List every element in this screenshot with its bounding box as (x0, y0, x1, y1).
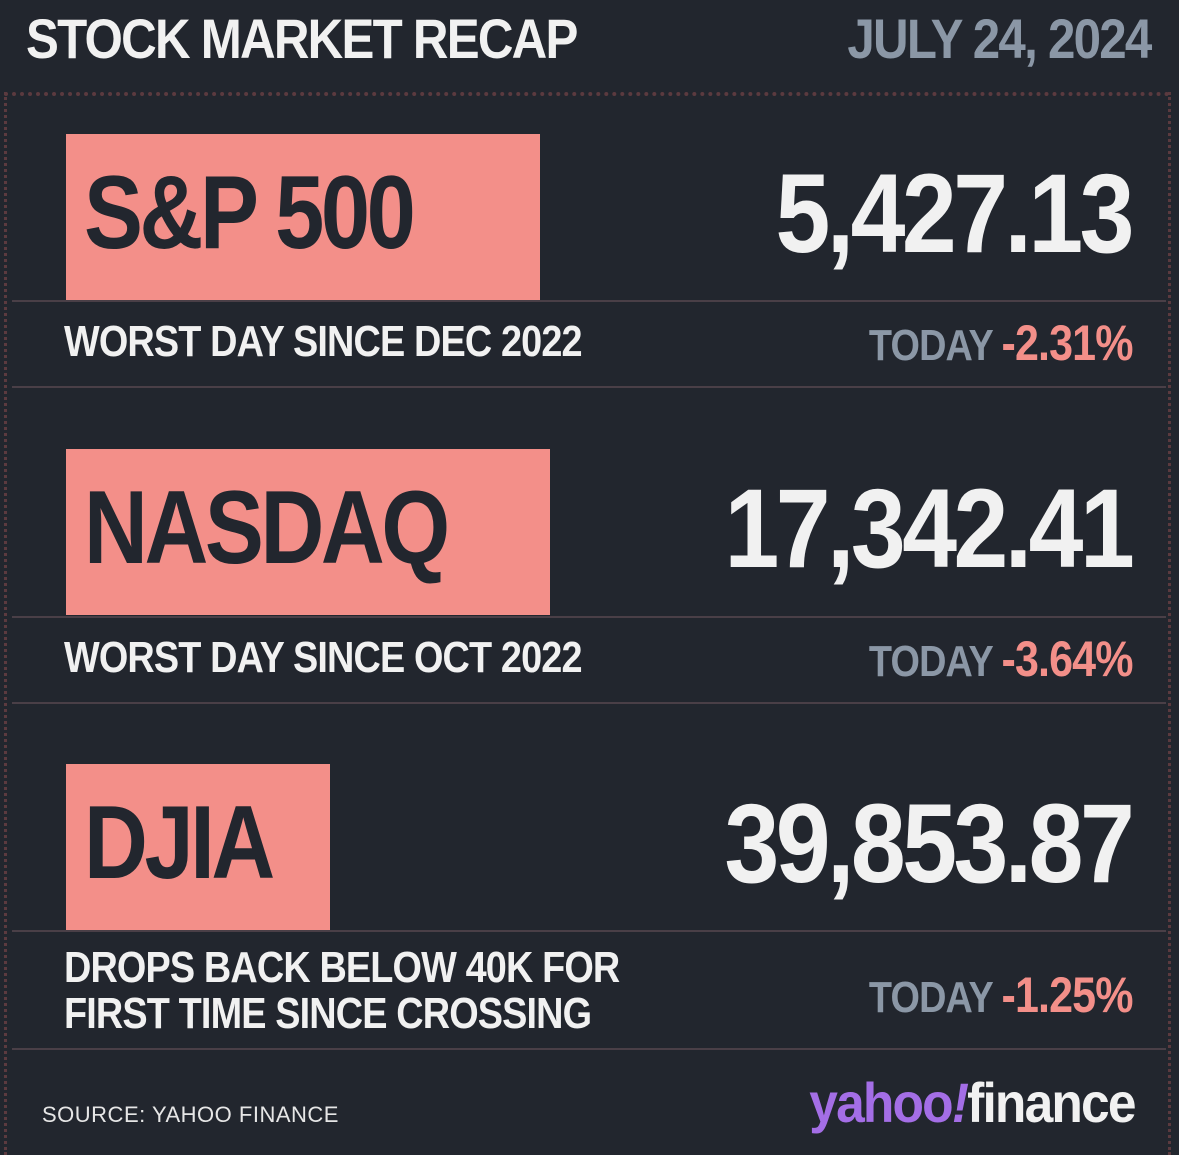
today-label: TODAY (869, 637, 994, 686)
logo-exclamation: ! (952, 1071, 969, 1134)
index-label-box-sp500: S&P 500 (66, 134, 540, 300)
today-label: TODAY (869, 973, 994, 1022)
divider (12, 386, 1166, 388)
index-value: 5,427.13 (775, 151, 1135, 276)
today-percent: -2.31% (1001, 315, 1134, 371)
divider (12, 616, 1166, 618)
logo-wordmark-finance: finance (967, 1071, 1137, 1134)
today-percent: -3.64% (1001, 631, 1134, 687)
today-change: TODAY -2.31% (869, 315, 1134, 371)
logo-wordmark-yahoo: yahoo (809, 1071, 954, 1134)
index-note: WORST DAY SINCE OCT 2022 (64, 633, 583, 682)
index-label-box-djia: DJIA (66, 764, 330, 930)
frame-right-border (1168, 92, 1171, 1155)
page-date: JULY 24, 2024 (847, 7, 1153, 70)
divider (12, 300, 1166, 302)
page-title: STOCK MARKET RECAP (26, 7, 578, 70)
index-value: 17,342.41 (724, 466, 1134, 591)
today-change: TODAY -1.25% (869, 967, 1134, 1023)
index-note-line-2: FIRST TIME SINCE CROSSING (64, 989, 592, 1038)
divider (12, 1048, 1166, 1050)
frame-top-border (4, 92, 1170, 96)
frame-left-border (4, 92, 7, 1155)
divider (12, 930, 1166, 932)
index-note-line-1: DROPS BACK BELOW 40K FOR (64, 943, 620, 992)
yahoo-finance-logo: yahoo!finance (809, 1070, 1137, 1135)
today-percent: -1.25% (1001, 967, 1134, 1023)
index-name: S&P 500 (84, 155, 416, 271)
index-note: WORST DAY SINCE DEC 2022 (64, 317, 583, 366)
index-label-box-nasdaq: NASDAQ (66, 449, 550, 615)
divider (12, 702, 1166, 704)
today-change: TODAY -3.64% (869, 631, 1134, 687)
index-value: 39,853.87 (724, 781, 1134, 906)
index-name: NASDAQ (84, 470, 450, 586)
source-credit: SOURCE: YAHOO FINANCE (42, 1102, 339, 1127)
index-name: DJIA (84, 785, 275, 901)
today-label: TODAY (869, 321, 994, 370)
